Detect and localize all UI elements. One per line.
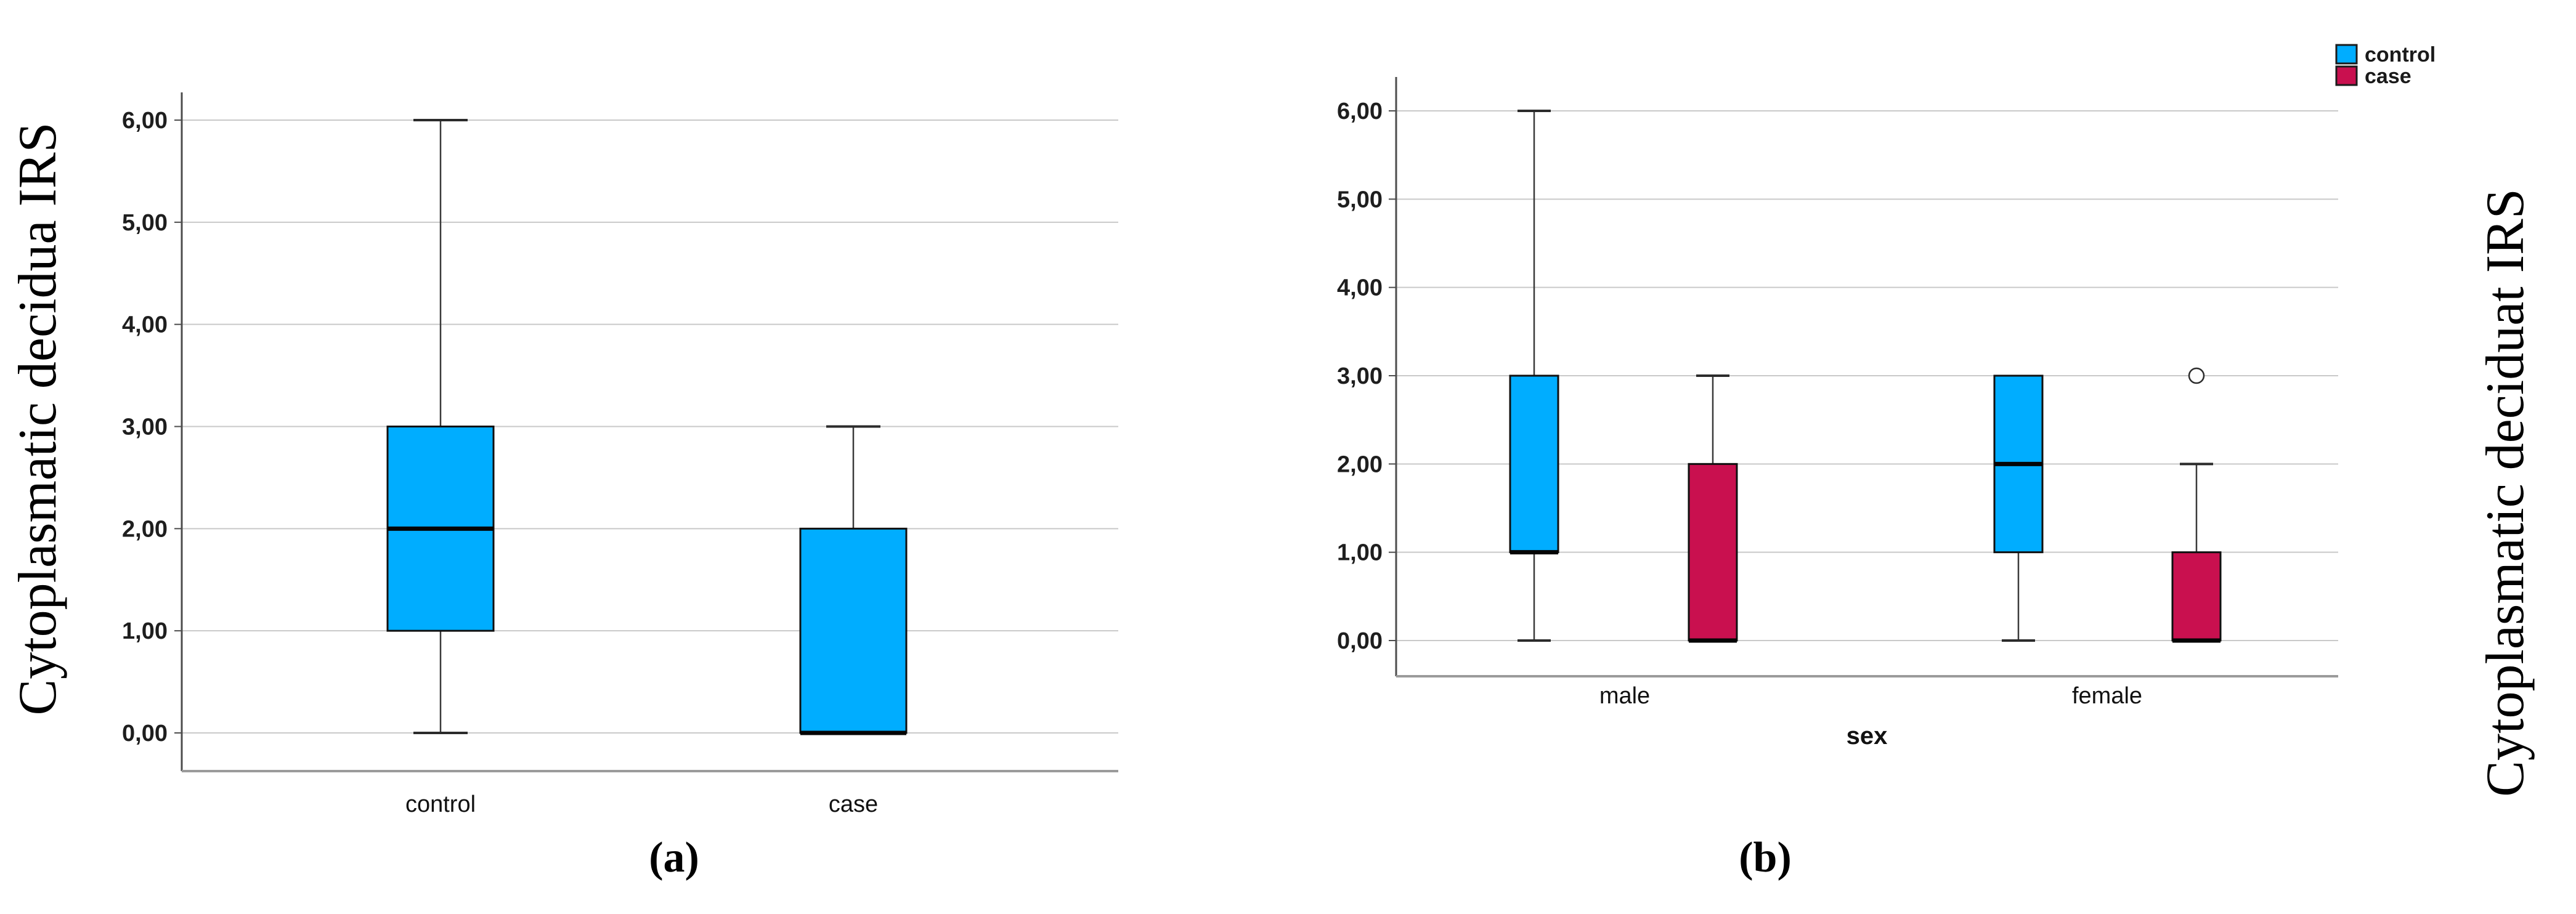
y-tick-label: 6,00 [1337, 99, 1383, 124]
box-case-female [2171, 551, 2222, 642]
y-tick-label: 2,00 [122, 516, 168, 542]
y-tick-label: 5,00 [1337, 187, 1383, 212]
category-label-case: case [829, 791, 878, 817]
legend-label-case: case [2365, 65, 2411, 88]
y-tick-label: 5,00 [122, 210, 168, 236]
y-tick-label: 4,00 [122, 312, 168, 338]
y-tick-label: 0,00 [1337, 628, 1383, 654]
y-tick-label: 3,00 [122, 415, 168, 440]
y-tick-label: 1,00 [122, 618, 168, 644]
chart-b-x-axis-title: sex [1847, 722, 1888, 750]
box-control-male [1509, 374, 1559, 554]
category-label-control: control [405, 791, 476, 817]
chart-marks: 0,00 1,00 2,00 3,00 4,00 5,00 6,00 control case 0… [122, 77, 2338, 817]
legend-label-control: control [2365, 43, 2436, 67]
panel-b-label: (b) [1739, 834, 1792, 881]
category-label-female: female [2072, 683, 2142, 709]
outlier-case-female [2188, 367, 2205, 384]
box-case-male [1688, 463, 1738, 642]
panel-a-label: (a) [649, 834, 699, 881]
legend-swatch-case [2335, 65, 2358, 86]
y-tick-label: 3,00 [1337, 363, 1383, 389]
chart-a-y-axis-title: Cytoplasmatic decidua IRS [8, 123, 68, 716]
category-label-male: male [1599, 683, 1650, 709]
y-tick-label: 4,00 [1337, 275, 1383, 301]
y-tick-label: 1,00 [1337, 540, 1383, 566]
legend: control case [2335, 43, 2436, 88]
box-case-case [799, 527, 908, 734]
y-tick-label: 2,00 [1337, 451, 1383, 477]
y-tick-label: 6,00 [122, 108, 168, 134]
chart-b-y-axis-title: Cytoplasmatic deciduat IRS [2476, 188, 2535, 796]
y-tick-label: 0,00 [122, 721, 168, 746]
legend-swatch-control [2335, 44, 2358, 65]
